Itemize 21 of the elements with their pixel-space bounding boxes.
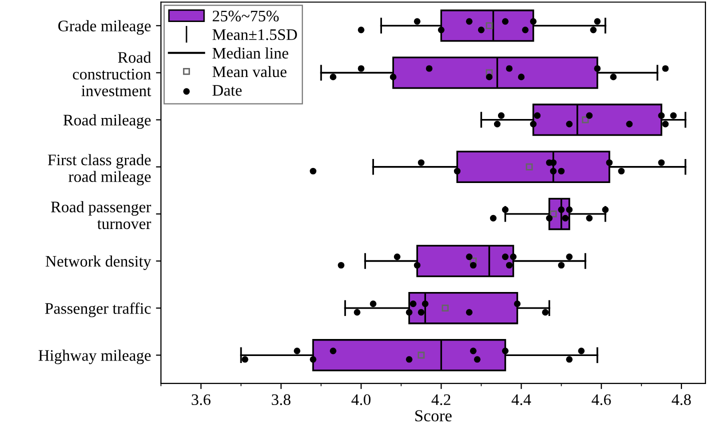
y-tick-label: Road passenger turnover <box>50 201 152 230</box>
x-tick-label: 3.8 <box>272 394 290 406</box>
legend-label: 25%~75% <box>212 10 279 22</box>
y-tick-label: Passenger traffic <box>45 302 151 318</box>
x-tick-label: 4.8 <box>672 394 691 406</box>
x-tick-label: 4.4 <box>512 394 532 406</box>
x-tick-label: 3.6 <box>192 394 210 406</box>
x-tick-label: 4.0 <box>351 394 371 406</box>
y-tick-label: Highway mileage <box>38 350 151 364</box>
annotation: Mean±1.5SD <box>212 29 297 40</box>
x-tick-label: 4.2 <box>432 394 450 406</box>
x-axis-title: Score <box>415 410 452 422</box>
y-tick-label: Road construction investment <box>72 52 152 96</box>
y-tick-label: Road mileage <box>63 114 151 129</box>
x-tick-label: 4.6 <box>592 394 611 406</box>
annotation: Median line <box>212 47 288 59</box>
y-tick-label: First class grade road mileage <box>48 154 151 186</box>
y-tick-label: Network density <box>46 255 152 270</box>
legend-label: Date <box>212 85 242 96</box>
annotation: Mean value <box>212 66 286 78</box>
y-tick-label: Grade mileage <box>58 20 151 35</box>
